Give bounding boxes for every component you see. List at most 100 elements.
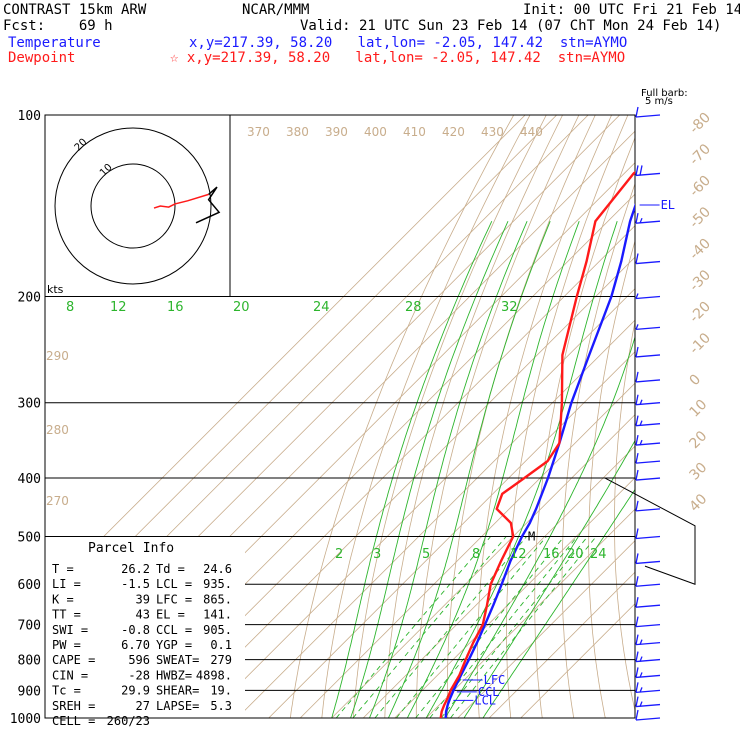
wind-barb bbox=[635, 597, 661, 608]
dry-adiabat-line bbox=[289, 115, 515, 718]
wind-barb bbox=[635, 213, 661, 224]
parcel-info-cell: 27 bbox=[136, 699, 150, 713]
parcel-info-cell: 4898. bbox=[196, 668, 232, 682]
theta-label: 400 bbox=[364, 125, 387, 139]
wind-barb bbox=[635, 165, 661, 177]
wind-barb-flag bbox=[635, 667, 639, 678]
mixing-ratio-label: 2 bbox=[335, 547, 343, 562]
wind-barb bbox=[635, 651, 661, 663]
wind-barb-flag bbox=[639, 399, 643, 405]
moist-adiabat-label: 32 bbox=[501, 300, 518, 315]
dry-adiabat-line bbox=[734, 115, 740, 718]
init-time: Init: 00 UTC Fri 21 Feb 14 bbox=[523, 2, 740, 18]
hodograph-panel bbox=[45, 115, 229, 295]
moist-adiabat-label: 16 bbox=[167, 300, 184, 315]
parcel-info-cell: 0.1 bbox=[210, 638, 232, 652]
dry-adiabat-line bbox=[561, 115, 635, 718]
isotherm-label: -50 bbox=[687, 204, 714, 231]
wind-barb-shaft bbox=[635, 260, 661, 265]
wind-barb-shaft bbox=[635, 114, 661, 118]
parcel-info-cell: 26.2 bbox=[121, 562, 150, 576]
wind-barb-shaft bbox=[635, 460, 661, 464]
dry-adiabat-line bbox=[321, 115, 531, 718]
isotherm-line bbox=[236, 115, 635, 718]
isotherm-line bbox=[520, 115, 635, 718]
wind-barb-flag bbox=[635, 453, 639, 464]
wind-barb-flag bbox=[635, 253, 639, 264]
isotherm-label: -80 bbox=[687, 110, 714, 137]
wind-barb-flag bbox=[635, 500, 639, 512]
isotherm-label: 0 bbox=[687, 371, 705, 389]
pressure-label: 500 bbox=[18, 530, 41, 545]
parcel-info-title: Parcel Info bbox=[88, 541, 174, 556]
wind-barb-flag bbox=[639, 701, 643, 707]
moist-adiabat-line bbox=[444, 221, 635, 718]
pressure-label: 100 bbox=[18, 109, 41, 124]
wind-barb-flag bbox=[635, 553, 639, 564]
organization: NCAR/MMM bbox=[242, 2, 310, 18]
mixing-ratio-label: 3 bbox=[373, 547, 381, 562]
wind-barb-flag bbox=[635, 394, 639, 405]
isotherm-label: 10 bbox=[687, 397, 711, 421]
parcel-info-cell: Td = bbox=[156, 562, 185, 576]
parcel-info-cell: SHEAR= bbox=[156, 684, 199, 698]
wind-barb bbox=[635, 293, 661, 300]
theta-label: 420 bbox=[442, 125, 465, 139]
isotherm-line bbox=[331, 115, 635, 718]
parcel-info-cell: LFC = bbox=[156, 592, 192, 606]
parcel-info-cell: 19. bbox=[210, 684, 232, 698]
pressure-label: 700 bbox=[18, 619, 41, 634]
theta-label: 390 bbox=[325, 125, 348, 139]
isotherm-label: -30 bbox=[687, 267, 714, 294]
theta-label: 370 bbox=[247, 125, 270, 139]
pressure-label: 900 bbox=[18, 684, 41, 699]
barb-legend-line2: 5 m/s bbox=[645, 96, 673, 107]
isotherm-label: -10 bbox=[687, 330, 714, 357]
wind-barb-shaft bbox=[635, 560, 661, 565]
mixing-ratio-label: 12 bbox=[510, 547, 527, 562]
isotherm-label: 20 bbox=[687, 428, 711, 452]
theta-side-label: 280 bbox=[46, 423, 69, 437]
wind-barb bbox=[635, 616, 661, 628]
wind-barb-shaft bbox=[635, 583, 661, 587]
wind-barb-flag bbox=[635, 415, 639, 426]
wind-barb-flag bbox=[639, 656, 643, 662]
moist-adiabat-line bbox=[387, 221, 551, 718]
moist-adiabat-label: 28 bbox=[405, 300, 422, 315]
theta-label: 380 bbox=[286, 125, 309, 139]
parcel-info-cell: 905. bbox=[203, 623, 232, 637]
hodograph-trace-high bbox=[195, 186, 221, 224]
mixing-ratio-line bbox=[352, 536, 507, 718]
wind-barb-shaft bbox=[635, 295, 661, 300]
parcel-info-cell: CELL = bbox=[52, 714, 95, 728]
wind-barb-flag bbox=[639, 217, 643, 224]
isotherm-label: 30 bbox=[687, 460, 711, 484]
pressure-label: 800 bbox=[18, 654, 41, 669]
wind-barb-shaft bbox=[635, 326, 661, 331]
wind-barb bbox=[635, 528, 661, 540]
level-label-lfc: LFC bbox=[484, 673, 506, 687]
mixing-ratio-line bbox=[415, 536, 565, 718]
theta-label: 430 bbox=[481, 125, 504, 139]
parcel-info-cell: CAPE = bbox=[52, 653, 95, 667]
mixing-ratio-label: 20 bbox=[567, 547, 584, 562]
theta-side-label: 290 bbox=[46, 349, 69, 363]
parcel-info-cell: YGP = bbox=[156, 638, 192, 652]
pressure-label: 400 bbox=[18, 472, 41, 487]
isotherm-line bbox=[45, 115, 526, 718]
wind-barb bbox=[635, 346, 661, 358]
forecast-hour: Fcst: 69 h bbox=[3, 18, 113, 34]
dry-adiabat-line bbox=[352, 115, 547, 718]
parcel-info-cell: -1.5 bbox=[121, 577, 150, 591]
parcel-info-cell: CCL = bbox=[156, 623, 192, 637]
parcel-info-cell: 260/23 bbox=[107, 714, 150, 728]
wind-barb-flag bbox=[635, 371, 639, 383]
moist-adiabat-label: 20 bbox=[233, 300, 250, 315]
moist-adiabat-line bbox=[482, 220, 635, 718]
wind-barb bbox=[635, 253, 661, 265]
mixing-ratio-line bbox=[374, 536, 527, 718]
mixing-ratio-line bbox=[395, 536, 547, 718]
hodograph-ring bbox=[54, 127, 212, 285]
parcel-info-cell: 279 bbox=[210, 653, 232, 667]
parcel-info-cell: SREH = bbox=[52, 699, 95, 713]
